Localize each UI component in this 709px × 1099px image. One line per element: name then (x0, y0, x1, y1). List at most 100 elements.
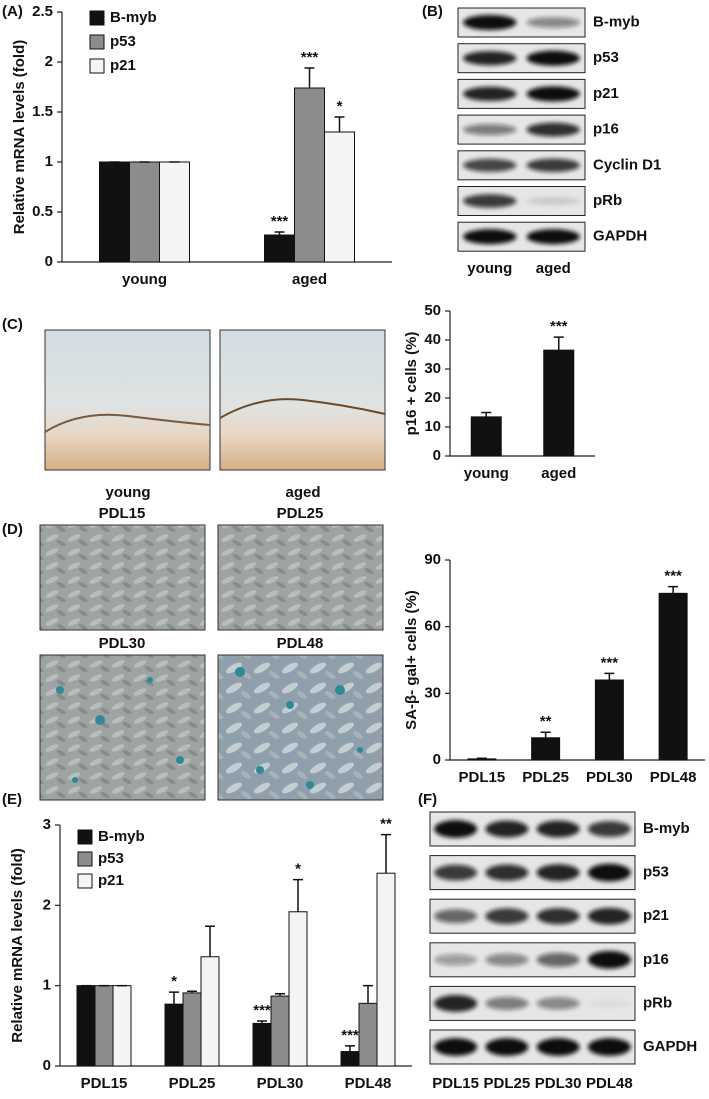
blot-band (536, 952, 580, 967)
legend-label: B-myb (98, 828, 145, 845)
bar (270, 995, 290, 1067)
y-tick-label: 1.5 (32, 103, 53, 120)
blot-band (463, 158, 517, 172)
x-tick-label: PDL30 (257, 1075, 304, 1092)
bar (264, 234, 295, 263)
micrographs-c (44, 329, 386, 471)
significance: *** (601, 654, 619, 671)
bar (94, 985, 114, 1067)
y-tick-label: 30 (424, 360, 441, 377)
blot-band (463, 86, 517, 102)
y-tick-label: 90 (424, 551, 441, 568)
significance: * (171, 973, 177, 990)
blot-band (526, 158, 580, 173)
protein-label: p21 (593, 85, 619, 102)
error-bar (476, 757, 487, 759)
blot-band (485, 820, 529, 838)
significance: ** (380, 816, 392, 833)
y-axis-label: Relative mRNA levels (fold) (11, 40, 28, 235)
bar (288, 911, 308, 1067)
bar (182, 992, 202, 1067)
protein-label: GAPDH (643, 1038, 697, 1055)
x-tick-label: PDL30 (586, 769, 633, 786)
legend-swatch (77, 851, 93, 867)
legend-swatch (77, 829, 93, 845)
y-tick-label: 2.5 (32, 3, 53, 20)
significance: *** (253, 1002, 271, 1019)
y-tick-label: 40 (424, 331, 441, 348)
image-label: PDL15 (99, 505, 146, 522)
error-bar (481, 411, 492, 417)
blot-band (587, 821, 631, 837)
y-tick-label: 2 (43, 896, 51, 913)
x-tick-label: PDL15 (459, 769, 506, 786)
panel-label: (E) (2, 791, 22, 808)
protein-label: Cyclin D1 (593, 156, 661, 173)
x-tick-label: PDL25 (169, 1075, 216, 1092)
error-bar (304, 67, 315, 88)
legend-swatch (89, 58, 105, 74)
micrographs-d (39, 524, 384, 801)
blot-band (526, 17, 580, 28)
lane-label: PDL48 (586, 1075, 633, 1092)
legend-swatch (89, 10, 105, 26)
bar (470, 416, 502, 457)
blot-band (526, 50, 580, 66)
x-tick-label: PDL48 (345, 1075, 392, 1092)
x-tick-label: PDL48 (650, 769, 697, 786)
x-tick-label: young (122, 271, 167, 288)
significance: *** (550, 318, 568, 335)
image-label: aged (285, 484, 320, 501)
protein-label: p16 (593, 121, 619, 138)
legend-label: p53 (110, 33, 136, 50)
error-bar (169, 991, 179, 1005)
panel-label: (C) (2, 316, 23, 333)
x-tick-label: young (464, 465, 509, 482)
y-axis-label: Relative mRNA levels (fold) (9, 848, 26, 1043)
error-bar (334, 116, 345, 132)
y-tick-label: 0 (433, 447, 441, 464)
error-bar (293, 878, 303, 912)
bar (531, 737, 561, 761)
blot-band (463, 194, 517, 208)
y-tick-label: 30 (424, 684, 441, 701)
significance: *** (301, 49, 319, 66)
y-tick-label: 60 (424, 618, 441, 635)
blot-band (526, 229, 580, 245)
y-tick-label: 20 (424, 389, 441, 406)
bar (112, 985, 132, 1067)
bar (252, 1022, 272, 1067)
bar (340, 1051, 360, 1067)
blot-band (434, 954, 478, 966)
blot-band (485, 864, 529, 881)
blot-band (463, 14, 517, 31)
blot-band (434, 820, 478, 838)
blot-band (536, 997, 580, 1010)
image-label: PDL48 (277, 635, 324, 652)
lane-label: aged (536, 260, 571, 277)
blot-band (587, 1038, 631, 1056)
protein-label: pRb (643, 994, 672, 1011)
bar (99, 161, 130, 263)
x-tick-label: PDL15 (81, 1075, 128, 1092)
blot-band (434, 864, 478, 881)
bar (129, 161, 160, 263)
x-tick-label: PDL25 (522, 769, 569, 786)
error-bar (553, 336, 564, 351)
bar (200, 956, 220, 1067)
error-bar (187, 990, 197, 993)
blot-band (463, 124, 517, 136)
bar (294, 87, 325, 263)
image-label: PDL25 (277, 505, 324, 522)
lane-label: young (467, 260, 512, 277)
blot-band (536, 1038, 580, 1056)
blot-band (587, 907, 631, 925)
y-tick-label: 0 (45, 253, 53, 270)
x-tick-label: aged (292, 271, 327, 288)
blot-band (485, 953, 529, 967)
legend-swatch (89, 34, 105, 50)
error-bar (345, 1045, 355, 1052)
protein-label: p21 (643, 907, 669, 924)
